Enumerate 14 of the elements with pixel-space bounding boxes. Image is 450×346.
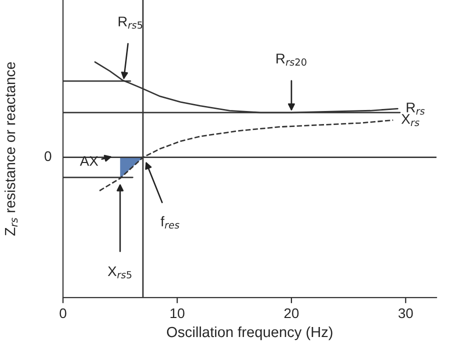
- x-tick-label: 0: [60, 308, 66, 318]
- y-axis-title: Z$_{rs}$ resistance or reactance: [4, 62, 18, 236]
- series-label: X$_{rs}$: [401, 114, 420, 126]
- x-tick-label: 30: [398, 308, 413, 318]
- x-tick-label: 10: [170, 308, 184, 318]
- annotation: X$_{rs5}$: [108, 266, 132, 278]
- x-axis-title: Oscillation frequency (Hz): [166, 326, 332, 340]
- ref-line-label: 0: [44, 151, 52, 162]
- annotation: R$_{rs5}$: [118, 16, 142, 29]
- annotation: f$_{res}$: [160, 216, 180, 229]
- series-label: R$_{rs}$: [406, 102, 425, 115]
- annotation: R$_{rs20}$: [276, 54, 306, 66]
- x-tick-label: 20: [284, 308, 299, 318]
- annotation: AX: [80, 156, 98, 166]
